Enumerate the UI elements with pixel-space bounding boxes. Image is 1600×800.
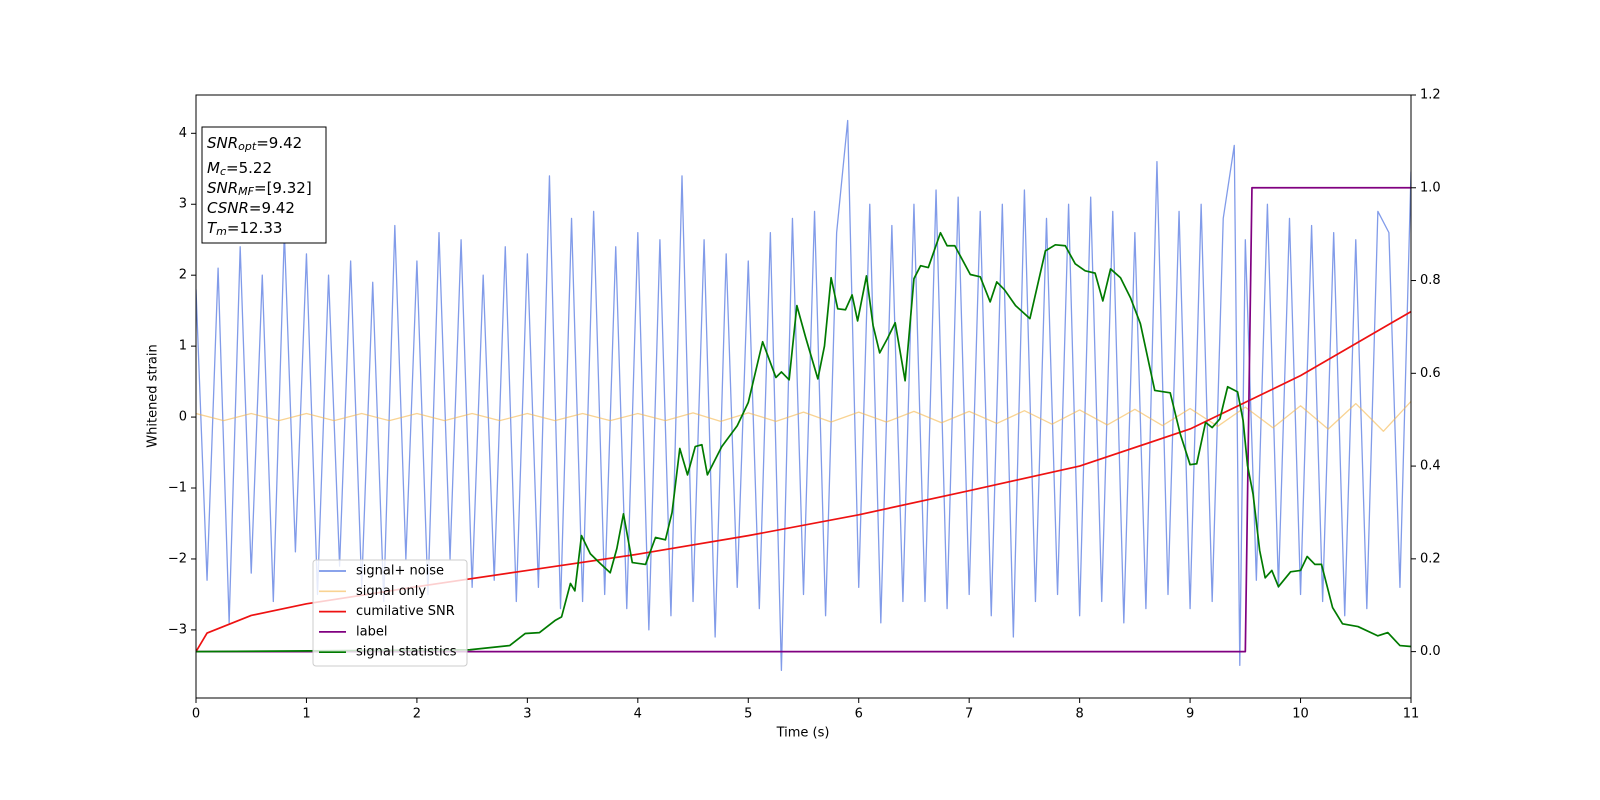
annotation-box <box>201 126 327 244</box>
y-tick-label: 1 <box>179 339 187 354</box>
annotation-symbol: M <box>207 159 220 177</box>
annotation-subscript: opt <box>238 140 257 153</box>
annotation-subscript: MF <box>238 185 254 198</box>
x-tick-label: 5 <box>744 707 752 722</box>
y2-tick-label: 1.0 <box>1420 180 1441 195</box>
y2-tick-label: 1.2 <box>1420 88 1441 103</box>
x-tick-label: 9 <box>1186 707 1194 722</box>
y2-tick-label: 0.2 <box>1420 551 1441 566</box>
x-tick-label: 0 <box>192 707 200 722</box>
x-tick-label: 7 <box>965 707 973 722</box>
legend-label: label <box>356 624 387 639</box>
plot-area <box>196 119 1411 671</box>
annotation-symbol: CSNR <box>207 199 249 217</box>
legend-label: signal statistics <box>356 645 457 660</box>
y-axis-label: Whitened strain <box>146 344 161 447</box>
y-tick-label: 2 <box>179 268 187 283</box>
y2-tick-label: 0.6 <box>1420 366 1441 381</box>
x-tick-label: 3 <box>523 707 531 722</box>
series-line <box>196 231 1411 653</box>
legend-label: signal only <box>356 584 426 599</box>
y-tick-label: 3 <box>179 197 187 212</box>
annotation-line: CSNR=9.42 <box>207 199 295 217</box>
annotation-value: =12.33 <box>227 219 283 237</box>
y-tick-label: −2 <box>168 551 187 566</box>
annotation-symbol: T <box>207 219 218 237</box>
x-tick-label: 1 <box>302 707 310 722</box>
y-tick-label: −1 <box>168 481 187 496</box>
series-line <box>196 310 1411 653</box>
annotation-subscript: m <box>216 225 227 238</box>
x-tick-label: 8 <box>1075 707 1083 722</box>
legend-label: signal+ noise <box>356 564 444 579</box>
annotation-value: =[9.32] <box>254 179 312 197</box>
annotation-line: Mc=5.22 <box>207 159 272 179</box>
x-tick-label: 4 <box>634 707 642 722</box>
annotation-value: =9.42 <box>256 134 302 152</box>
annotation-line: Tm=12.33 <box>207 219 282 239</box>
annotation-line: SNRopt=9.42 <box>207 134 302 154</box>
x-tick-label: 2 <box>413 707 421 722</box>
annotation-value: =5.22 <box>226 159 272 177</box>
y-tick-label: 0 <box>179 410 187 425</box>
legend-label: cumilative SNR <box>356 604 455 619</box>
annotation-line: SNRMF=[9.32] <box>207 179 312 199</box>
annotation-symbol: SNR <box>207 134 238 152</box>
y-tick-label: −3 <box>168 622 187 637</box>
annotation-value: =9.42 <box>249 199 295 217</box>
y2-tick-label: 0.4 <box>1420 459 1441 474</box>
x-axis-label: Time (s) <box>776 726 830 741</box>
x-tick-label: 11 <box>1403 707 1420 722</box>
y2-tick-label: 0.8 <box>1420 273 1441 288</box>
legend-box <box>312 559 468 667</box>
series-line <box>196 119 1411 671</box>
annotation-symbol: SNR <box>207 179 238 197</box>
series-line <box>196 186 1411 653</box>
x-tick-label: 6 <box>855 707 863 722</box>
x-tick-label: 10 <box>1292 707 1309 722</box>
annotation-subscript: c <box>220 165 226 178</box>
y-tick-label: 4 <box>179 126 187 141</box>
y2-tick-label: 0.0 <box>1420 644 1441 659</box>
axes-frame <box>195 94 1412 699</box>
